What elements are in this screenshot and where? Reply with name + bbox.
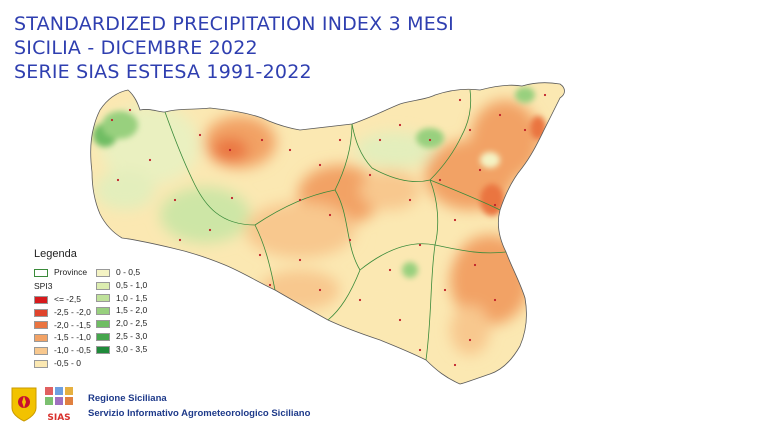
legend-class-label: -0,5 - 0 xyxy=(54,358,81,368)
legend-title: Legenda xyxy=(34,248,77,260)
legend-swatch xyxy=(34,308,48,317)
province-swatch xyxy=(34,268,48,277)
legend-swatch xyxy=(96,294,110,303)
legend-class-left-5: -0,5 - 0 xyxy=(34,358,81,369)
province-boundaries xyxy=(164,89,507,361)
legend-swatch xyxy=(96,281,110,290)
legend-class-label: -1,0 - -0,5 xyxy=(54,345,91,356)
legend-class-right-0: 0 - 0,5 xyxy=(96,267,140,278)
sias-logo-grid xyxy=(45,387,73,405)
legend-class-label: 2,5 - 3,0 xyxy=(116,331,148,341)
legend-swatch xyxy=(96,345,110,354)
title-line-1: STANDARDIZED PRECIPITATION INDEX 3 MESI xyxy=(14,13,454,35)
org-name: Regione Siciliana xyxy=(88,393,167,404)
legend-class-label: -2,0 - -1,5 xyxy=(54,319,91,330)
legend-class-right-3: 1,5 - 2,0 xyxy=(96,305,147,316)
legend-class-right-5: 2,5 - 3,0 xyxy=(96,331,147,342)
legend-class-label: 0 - 0,5 xyxy=(116,267,141,277)
legend-class-right-4: 2,0 - 2,5 xyxy=(96,318,147,329)
legend-class-left-3: -1,5 - -1,0 xyxy=(34,332,91,343)
legend-class-right-6: 3,0 - 3,5 xyxy=(96,344,147,355)
regione-logo xyxy=(11,387,37,422)
legend-swatch xyxy=(34,334,48,343)
legend-class-label: <= -2,5 xyxy=(54,294,81,304)
station-points xyxy=(110,93,547,367)
legend-province-label: Province xyxy=(54,267,88,277)
legend-swatch xyxy=(96,319,110,328)
legend-swatch xyxy=(34,321,48,330)
legend-index-label: SPI3 xyxy=(34,281,53,291)
legend-class-left-1: -2,5 - -2,0 xyxy=(34,307,91,318)
legend-class-left-0: <= -2,5 xyxy=(34,294,81,305)
legend-class-label: -2,5 - -2,0 xyxy=(54,306,91,317)
legend-swatch xyxy=(34,295,48,304)
legend-swatch xyxy=(96,307,110,316)
sias-logo: SIAS xyxy=(44,386,74,423)
legend-province: Province xyxy=(34,267,87,278)
legend-class-left-2: -2,0 - -1,5 xyxy=(34,320,91,331)
title-line-2: SICILIA - DICEMBRE 2022 xyxy=(14,37,258,59)
legend-swatch xyxy=(34,346,48,355)
legend-class-left-4: -1,0 - -0,5 xyxy=(34,345,91,356)
legend-class-label: 1,0 - 1,5 xyxy=(116,292,148,303)
legend-class-label: 0,5 - 1,0 xyxy=(116,279,148,290)
legend-class-right-2: 1,0 - 1,5 xyxy=(96,293,147,304)
legend-swatch xyxy=(96,332,110,341)
legend-swatch xyxy=(34,359,48,368)
legend-class-label: 3,0 - 3,5 xyxy=(116,343,148,354)
sias-logo-text: SIAS xyxy=(47,413,71,423)
legend-swatch xyxy=(96,268,110,277)
title-line-3: SERIE SIAS ESTESA 1991-2022 xyxy=(14,61,312,83)
org-service: Servizio Informativo Agrometeorologico S… xyxy=(88,408,311,419)
legend-class-label: 1,5 - 2,0 xyxy=(116,305,148,316)
legend-class-right-1: 0,5 - 1,0 xyxy=(96,280,147,291)
legend-class-label: 2,0 - 2,5 xyxy=(116,318,148,329)
legend-class-label: -1,5 - -1,0 xyxy=(54,332,91,343)
